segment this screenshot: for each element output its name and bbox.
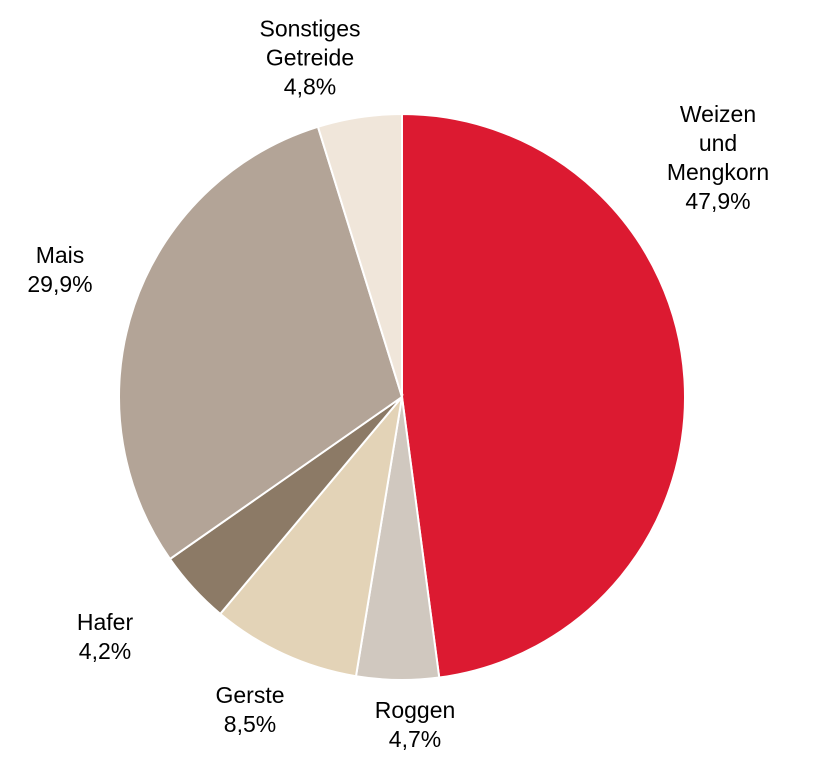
pie-slice bbox=[316, 112, 403, 398]
value-label: 8,5% bbox=[223, 711, 277, 737]
pie-slice bbox=[401, 112, 686, 679]
category-label: Weizen und Mengkorn bbox=[666, 101, 770, 185]
category-label: Sonstiges Getreide bbox=[259, 15, 361, 71]
slice-label: Mais 29,9% bbox=[27, 241, 92, 299]
pie-slice bbox=[118, 125, 404, 561]
slice-label: Roggen 4,7% bbox=[375, 696, 456, 754]
slice-label: Weizen und Mengkorn 47,9% bbox=[667, 100, 769, 216]
value-label: 47,9% bbox=[685, 188, 751, 214]
value-label: 4,7% bbox=[388, 726, 442, 752]
value-label: 4,2% bbox=[78, 638, 132, 664]
slice-label: Gerste 8,5% bbox=[215, 681, 284, 739]
category-label: Mais bbox=[35, 242, 85, 268]
pie-slice bbox=[218, 393, 404, 678]
category-label: Gerste bbox=[215, 682, 285, 708]
slice-label: Hafer 4,2% bbox=[77, 608, 133, 666]
category-label: Roggen bbox=[374, 697, 456, 723]
value-label: 29,9% bbox=[27, 271, 93, 297]
slice-label: Sonstiges Getreide 4,8% bbox=[235, 15, 385, 102]
value-label: 4,8% bbox=[283, 73, 337, 100]
category-label: Hafer bbox=[76, 609, 134, 635]
